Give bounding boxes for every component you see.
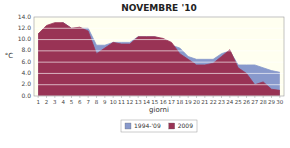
x-tick	[196, 96, 197, 98]
y-tick-label: 2.0	[21, 80, 31, 87]
legend-label: 1994-'09	[134, 122, 161, 129]
x-tick	[229, 96, 230, 98]
x-tick-label: 22	[210, 99, 217, 105]
x-tick-label: 2	[45, 99, 49, 105]
y-tick-label: 4.0	[21, 69, 31, 76]
x-tick-label: 5	[70, 99, 74, 105]
area-line	[38, 23, 280, 91]
title: NOVEMBRE '10	[121, 3, 196, 13]
x-tick	[254, 96, 255, 98]
y-tick-label: 14.0	[18, 13, 32, 20]
x-tick	[96, 96, 97, 98]
x-tick-label: 13	[135, 99, 142, 105]
x-tick	[246, 96, 247, 98]
x-tick-label: 6	[78, 99, 82, 105]
x-tick	[213, 96, 214, 98]
x-tick-label: 12	[126, 99, 133, 105]
x-tick	[113, 96, 114, 98]
x-tick-label: 9	[103, 99, 107, 105]
y-tick-label: 6.0	[21, 58, 31, 65]
x-tick	[179, 96, 180, 98]
x-tick	[63, 96, 64, 98]
x-tick-label: 4	[61, 99, 65, 105]
x-tick	[146, 96, 147, 98]
x-tick	[154, 96, 155, 98]
y-tick-label: 0.0	[21, 92, 31, 99]
legend-swatch	[169, 123, 175, 129]
y-tick-label: 8.0	[21, 46, 31, 53]
x-tick-label: 10	[110, 99, 117, 105]
x-tick	[163, 96, 164, 98]
x-tick-label: 28	[260, 99, 267, 105]
x-tick	[188, 96, 189, 98]
x-tick-label: 25	[235, 99, 242, 105]
x-tick-label: 29	[268, 99, 275, 105]
x-tick-label: 20	[193, 99, 200, 105]
x-tick-label: 18	[176, 99, 183, 105]
y-tick-label: 12.0	[18, 24, 32, 31]
legend-label: 2009	[178, 122, 193, 129]
grid-line	[34, 62, 284, 63]
chart: 0.02.04.06.08.010.012.014.01234567891011…	[0, 0, 290, 148]
plot-frame	[34, 17, 284, 96]
grid-line	[34, 28, 284, 29]
x-tick-label: 8	[95, 99, 99, 105]
x-tick	[138, 96, 139, 98]
grid-line	[34, 73, 284, 74]
x-tick	[221, 96, 222, 98]
x-tick-label: 7	[86, 99, 90, 105]
x-tick-label: 17	[168, 99, 175, 105]
x-tick	[263, 96, 264, 98]
plot-background	[34, 17, 284, 96]
y-tick-label: 10.0	[18, 35, 32, 42]
x-tick	[71, 96, 72, 98]
x-tick-label: 26	[243, 99, 250, 105]
x-tick	[238, 96, 239, 98]
x-tick	[46, 96, 47, 98]
x-tick	[129, 96, 130, 98]
x-tick	[121, 96, 122, 98]
grid-line	[34, 50, 284, 51]
x-tick	[271, 96, 272, 98]
x-tick-label: 23	[218, 99, 225, 105]
x-tick	[279, 96, 280, 98]
x-tick	[104, 96, 105, 98]
x-axis-label: giorni	[149, 106, 169, 114]
y-axis-label: °C	[5, 52, 14, 60]
x-tick-label: 27	[251, 99, 258, 105]
x-tick	[204, 96, 205, 98]
x-tick-label: 11	[118, 99, 125, 105]
x-tick-label: 14	[143, 99, 150, 105]
legend-frame	[121, 120, 197, 132]
x-tick	[79, 96, 80, 98]
x-tick-label: 24	[226, 99, 233, 105]
legend: 1994-'09 2009	[121, 120, 197, 132]
grid-line	[34, 39, 284, 40]
x-tick	[171, 96, 172, 98]
x-tick	[54, 96, 55, 98]
x-tick-label: 15	[151, 99, 158, 105]
x-tick-label: 30	[276, 99, 283, 105]
x-tick-label: 1	[36, 99, 40, 105]
grid-line	[34, 84, 284, 85]
x-tick	[88, 96, 89, 98]
x-tick	[38, 96, 39, 98]
x-tick-label: 3	[53, 99, 57, 105]
legend-swatch	[125, 123, 131, 129]
x-tick-label: 16	[160, 99, 167, 105]
x-tick-label: 19	[185, 99, 192, 105]
x-tick-label: 21	[201, 99, 208, 105]
